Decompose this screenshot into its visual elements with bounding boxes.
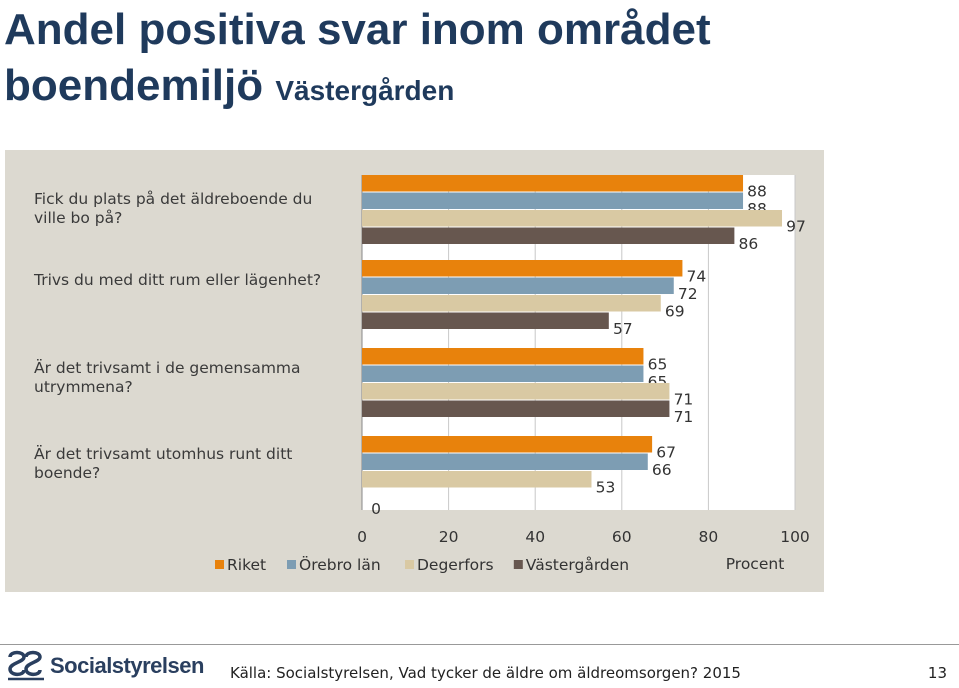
x-tick-label: 40 bbox=[525, 528, 545, 546]
legend-label: Västergården bbox=[526, 556, 629, 574]
bar-degerfors-2 bbox=[362, 383, 670, 400]
category-label-1: Trivs du med ditt rum eller lägenhet? bbox=[34, 271, 322, 289]
value-label: 88 bbox=[747, 183, 767, 201]
legend-label: Örebro län bbox=[299, 555, 381, 574]
legend-swatch-v-sterg-rden bbox=[513, 560, 523, 569]
value-label: 0 bbox=[371, 500, 381, 518]
footer-divider bbox=[0, 644, 959, 645]
value-label: 74 bbox=[687, 268, 707, 286]
bar--rebro-l-n-2 bbox=[362, 365, 644, 382]
value-label: 86 bbox=[739, 235, 759, 253]
bar--rebro-l-n-0 bbox=[362, 192, 744, 209]
value-label: 57 bbox=[613, 320, 633, 338]
legend-label: Riket bbox=[227, 556, 266, 574]
value-label: 72 bbox=[678, 285, 698, 303]
bar-v-sterg-rden-0 bbox=[362, 227, 735, 244]
value-label: 97 bbox=[786, 218, 806, 236]
bar-degerfors-3 bbox=[362, 471, 592, 488]
bar-riket-1 bbox=[362, 260, 683, 277]
x-tick-label: 100 bbox=[780, 528, 810, 546]
logo-text: Socialstyrelsen bbox=[50, 653, 204, 678]
socialstyrelsen-logo: Socialstyrelsen bbox=[6, 648, 204, 684]
bar-chart: 0 20 40 60 80 1008888978674726957656571716766… bbox=[215, 175, 810, 574]
legend-label: Degerfors bbox=[417, 556, 494, 574]
source-note: Källa: Socialstyrelsen, Vad tycker de äl… bbox=[230, 664, 741, 682]
x-tick-label: 80 bbox=[699, 528, 719, 546]
page-number: 13 bbox=[927, 664, 947, 682]
value-label: 71 bbox=[674, 391, 694, 409]
bar-degerfors-0 bbox=[362, 210, 783, 227]
bar-v-sterg-rden-2 bbox=[362, 400, 670, 417]
title-line-2: boendemiljö bbox=[4, 61, 264, 110]
category-label-2: Är det trivsamt i de gemensamma utrymmen… bbox=[34, 359, 301, 396]
bar-riket-3 bbox=[362, 436, 653, 453]
title-subtitle: Västergården bbox=[275, 75, 455, 106]
value-label: 71 bbox=[674, 408, 694, 426]
value-label: 67 bbox=[656, 444, 676, 462]
bar-v-sterg-rden-1 bbox=[362, 312, 609, 329]
bar-degerfors-1 bbox=[362, 295, 661, 312]
x-tick-label: 20 bbox=[439, 528, 459, 546]
legend-swatch--rebro-l-n bbox=[287, 560, 296, 569]
bar-riket-2 bbox=[362, 348, 644, 365]
value-label: 66 bbox=[652, 461, 672, 479]
title-line-1: Andel positiva svar inom området bbox=[4, 5, 711, 54]
value-label: 53 bbox=[596, 479, 616, 497]
chart-panel: Fick du plats på det äldreboende du vill… bbox=[5, 150, 824, 592]
category-label-0: Fick du plats på det äldreboende du vill… bbox=[34, 190, 313, 227]
value-label: 69 bbox=[665, 303, 685, 321]
category-label-3: Är det trivsamt utomhus runt ditt boende… bbox=[34, 445, 293, 482]
bar-riket-0 bbox=[362, 175, 744, 192]
legend-swatch-riket bbox=[215, 560, 224, 569]
bar--rebro-l-n-3 bbox=[362, 453, 648, 470]
x-tick-label: 60 bbox=[612, 528, 632, 546]
legend-swatch-degerfors bbox=[405, 560, 414, 569]
logo-emblem-icon bbox=[8, 650, 44, 681]
x-axis-title: Procent bbox=[726, 555, 785, 573]
x-tick-label: 0 bbox=[357, 528, 367, 546]
slide-title: Andel positiva svar inom området boendem… bbox=[4, 2, 711, 119]
bar--rebro-l-n-1 bbox=[362, 277, 674, 294]
value-label: 65 bbox=[648, 356, 668, 374]
